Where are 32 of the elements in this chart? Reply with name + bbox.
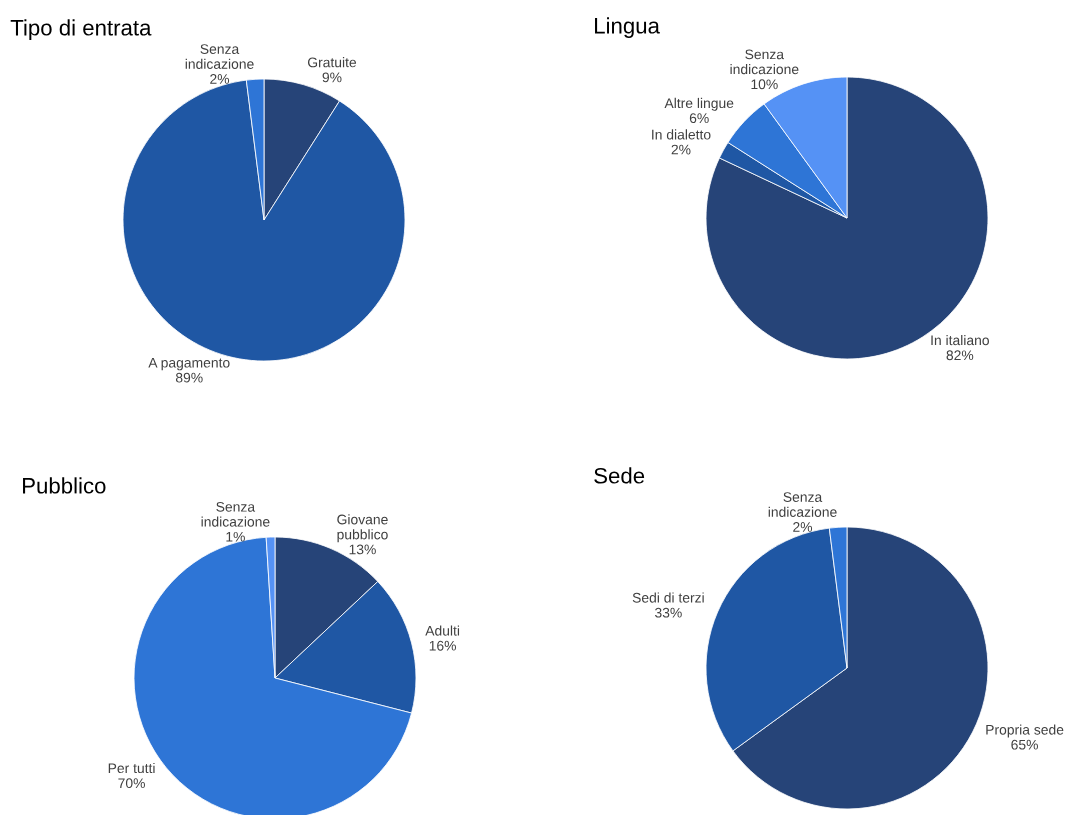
slice-label: Per tutti xyxy=(108,762,155,774)
slice-label: Senza indicazione xyxy=(730,49,799,75)
chart-title: Sede xyxy=(594,467,645,484)
data-label: 16% xyxy=(429,640,456,651)
slice-label: Altre lingue xyxy=(664,97,734,111)
data-label: 65% xyxy=(1011,739,1038,750)
slice-label: Senza indicazione xyxy=(185,44,254,69)
slice-label: Giovane pubblico xyxy=(337,514,388,543)
data-label: 9% xyxy=(322,72,342,83)
data-label: 70% xyxy=(118,778,145,789)
data-label: 33% xyxy=(655,607,682,618)
data-label: 2% xyxy=(793,522,813,532)
slice-label: Adulti xyxy=(425,625,460,636)
slice-label: Senza indicazione xyxy=(768,492,837,517)
data-label: 10% xyxy=(751,79,778,90)
data-label: 2% xyxy=(671,144,691,155)
data-label: 82% xyxy=(946,350,974,361)
slice-label: Gratuite xyxy=(307,57,357,68)
chart-title: Tipo di entrata xyxy=(10,19,152,41)
data-label: 6% xyxy=(689,113,709,124)
slice-label: Propria sede xyxy=(986,724,1064,738)
slice-label: Senza indicazione xyxy=(201,501,270,527)
slice-label: In italiano xyxy=(931,335,989,346)
slice-label: In dialetto xyxy=(652,129,711,140)
data-label: 1% xyxy=(226,531,245,542)
slice-label: A pagamento xyxy=(148,357,230,371)
data-label: 2% xyxy=(210,74,230,84)
chart-title: Pubblico xyxy=(23,477,106,494)
slice-label: Sedi di terzi xyxy=(632,592,704,603)
data-label: 13% xyxy=(349,544,376,555)
data-label: 89% xyxy=(175,372,203,383)
chart-title: Lingua xyxy=(595,17,660,39)
